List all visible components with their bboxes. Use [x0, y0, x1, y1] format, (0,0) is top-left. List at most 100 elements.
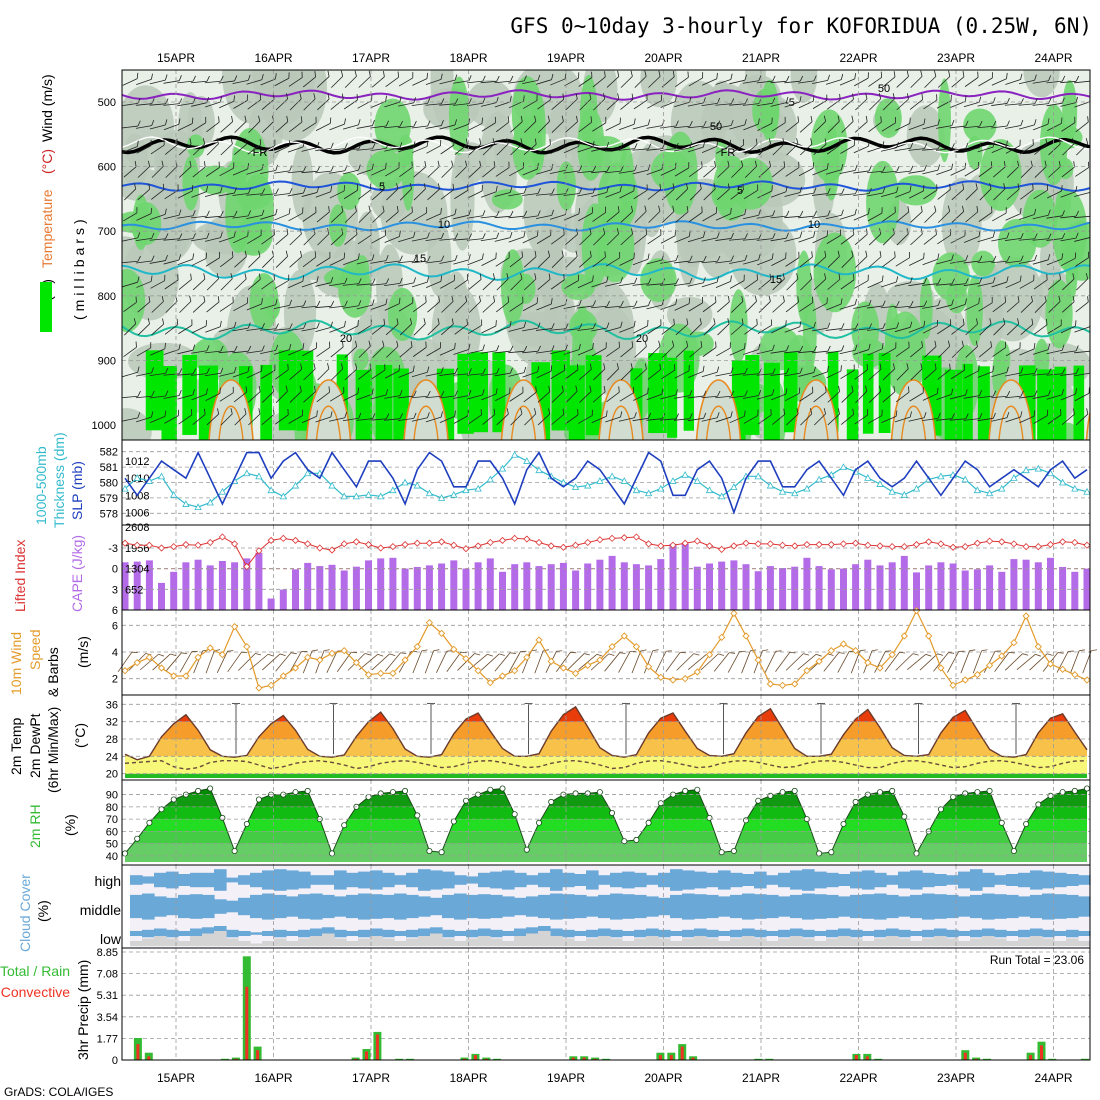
barb-staff [675, 211, 689, 223]
barb-flag [1075, 186, 1078, 192]
wind10-flag [871, 649, 878, 652]
wind-barb [219, 386, 234, 402]
wind-barb [1060, 368, 1079, 376]
barb-flag [755, 138, 758, 145]
barb-flag [165, 390, 169, 397]
barb-flag [579, 323, 583, 329]
wind-barb [577, 165, 597, 174]
barb-staff [632, 305, 649, 309]
wind10-barb [983, 650, 1001, 673]
wind-barb [524, 408, 537, 426]
thickness-point [425, 489, 434, 497]
barb-flag [951, 413, 955, 419]
barb-flag [178, 98, 183, 104]
wind-barb [938, 340, 951, 358]
precip-conv-bar [484, 1058, 488, 1060]
barb-flag [923, 184, 925, 191]
thickness-point [681, 470, 689, 478]
barb-staff [288, 348, 304, 356]
wind-barb [467, 117, 483, 131]
barb-staff [122, 237, 138, 242]
barb-flag [592, 187, 596, 194]
barb-staff [413, 166, 427, 178]
barb-staff [1062, 278, 1075, 291]
barb-flag [934, 363, 937, 370]
barb-flag [951, 254, 954, 261]
barb-staff [855, 256, 868, 268]
barb-flag [991, 296, 993, 303]
barb-flag [839, 139, 841, 145]
wind-barb [786, 273, 799, 291]
cloud-bar-middle [550, 893, 563, 920]
barb-flag [1006, 140, 1008, 147]
barb-staff [246, 214, 263, 220]
barb-flag [506, 408, 509, 415]
barb-staff [964, 303, 979, 311]
barb-flag [811, 251, 813, 258]
wind-barb [632, 253, 650, 266]
thickness-point [584, 481, 592, 489]
wind10-staff [947, 651, 960, 673]
barb-staff [455, 166, 468, 178]
barb-flag [633, 252, 635, 259]
barb-staff [715, 395, 732, 399]
cloud-bar-low [658, 929, 671, 938]
barb-flag [451, 318, 454, 325]
wind-barb [523, 138, 537, 155]
barb-staff [218, 350, 235, 354]
barb-flag [923, 277, 927, 284]
barb-flag [162, 318, 164, 325]
cloud-bar-low [946, 929, 959, 938]
cloud-low-gray [382, 938, 395, 946]
wind-barb [908, 165, 927, 174]
barb-staff [577, 328, 594, 331]
wind-barb [205, 251, 220, 267]
temp-label: 2m Temp [8, 717, 24, 775]
wind-barb [1074, 231, 1090, 242]
barb-flag [1061, 344, 1065, 351]
cloud-low-gray [1054, 941, 1067, 946]
barb-staff [648, 76, 661, 88]
wind-barb [425, 98, 445, 106]
barb-flag [727, 183, 730, 190]
barb-staff [618, 170, 635, 174]
barb-staff [274, 280, 289, 289]
barb-flag [275, 323, 279, 329]
barb-flag [454, 390, 458, 397]
thickness-point [450, 490, 458, 498]
wind-barb [868, 385, 882, 403]
wind-barb [646, 143, 666, 151]
wind-barb [522, 188, 541, 196]
cloud-bar-middle [874, 893, 887, 920]
wind-barb [384, 255, 403, 264]
wind-barb [841, 115, 854, 133]
barb-staff [937, 234, 951, 245]
wind-barb [247, 273, 261, 290]
lifted-index-point [486, 538, 494, 547]
cloud-bar-low [742, 928, 755, 939]
barb-staff [715, 260, 732, 264]
wind-barb [536, 229, 552, 244]
wind-barb [178, 409, 193, 425]
wind-barb [729, 390, 748, 399]
barb-staff [647, 100, 662, 109]
barb-flag [578, 72, 580, 79]
barb-flag [329, 117, 332, 124]
barb-staff [246, 370, 262, 379]
wind-barb [882, 385, 896, 403]
barb-staff [454, 189, 469, 200]
barb-flag [1072, 138, 1075, 144]
wind10-staff [139, 653, 159, 671]
wind-barb [799, 115, 813, 133]
wind-barb [867, 409, 883, 424]
wind-barb [841, 385, 854, 403]
lifted-index-point [681, 539, 689, 547]
barb-flag [810, 115, 813, 122]
barb-staff [177, 238, 194, 241]
barb-staff [537, 121, 550, 133]
barb-staff [273, 193, 290, 196]
barb-staff [922, 124, 939, 130]
barb-staff [868, 368, 882, 381]
barb-flag [399, 120, 403, 127]
barb-flag [313, 363, 316, 370]
